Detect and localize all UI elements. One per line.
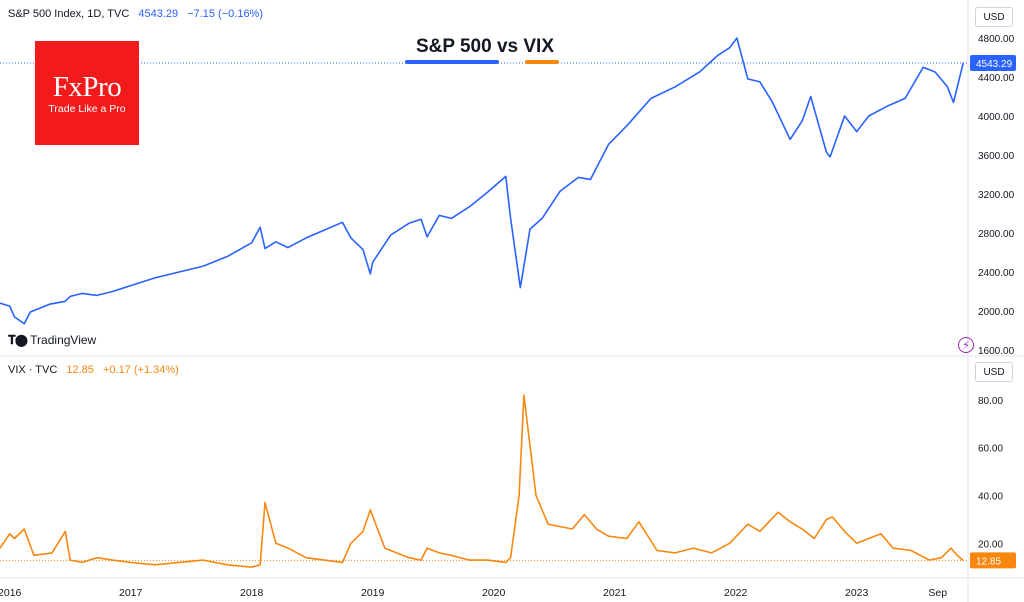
spx-last-value-badge: [970, 55, 1016, 72]
vix-last-value-badge: [970, 552, 1016, 569]
vix-legend: VIX · TVC 12.85 +0.17 (+1.34%): [8, 364, 179, 376]
spx-legend-value: 4543.29: [138, 8, 179, 20]
xaxis-tick-label: 2016: [0, 587, 22, 599]
spx-series-line: [0, 37, 964, 325]
tradingview-logo-icon: 𝐓⬤: [8, 333, 28, 347]
spx-ytick-label: 1600.00: [978, 346, 1015, 357]
spx-legend-symbol: S&P 500 Index, 1D, TVC: [8, 8, 130, 20]
spx-ytick-label: 4800.00: [978, 34, 1015, 45]
xaxis-tick-label: 2023: [845, 587, 869, 599]
spx-ytick-label: 2400.00: [978, 268, 1015, 279]
spx-ytick-label: 3600.00: [978, 151, 1015, 162]
xaxis-tick-label: 2018: [240, 587, 264, 599]
spx-currency-button[interactable]: USD: [975, 7, 1013, 27]
vix-legend-symbol: VIX · TVC: [8, 364, 58, 376]
vix-last-value-label: 12.85: [976, 556, 1001, 567]
xaxis-tick-label: 2021: [603, 587, 627, 599]
chart-title: S&P 500 vs VIX: [415, 36, 555, 57]
spx-last-value-label: 4543.29: [976, 59, 1013, 70]
vix-legend-value: 12.85: [66, 364, 94, 376]
spx-legend-change: −7.15 (−0.16%): [187, 8, 264, 20]
logo-tagline: Trade Like a Pro: [48, 103, 126, 115]
logo-brand: FxPro: [52, 71, 122, 103]
vix-series-line: [0, 394, 964, 569]
tradingview-watermark: 𝐓⬤ TradingView: [8, 333, 96, 348]
vix-ytick-label: 20.00: [978, 539, 1003, 550]
vix-ytick-label: 80.00: [978, 396, 1003, 407]
spx-ytick-label: 4000.00: [978, 112, 1015, 123]
fxpro-logo: FxPro Trade Like a Pro: [35, 41, 139, 145]
vix-ytick-label: 60.00: [978, 444, 1003, 455]
spx-ytick-label: 4400.00: [978, 73, 1015, 84]
xaxis-tick-label: 2020: [482, 587, 506, 599]
spx-legend: S&P 500 Index, 1D, TVC 4543.29 −7.15 (−0…: [8, 8, 263, 20]
xaxis-tick-label: Sep: [928, 587, 947, 599]
vix-ytick-label: 40.00: [978, 492, 1003, 503]
vix-currency-button[interactable]: USD: [975, 362, 1013, 382]
spx-ytick-label: 2000.00: [978, 307, 1015, 318]
xaxis-tick-label: 2019: [361, 587, 385, 599]
xaxis-tick-label: 2022: [724, 587, 748, 599]
vix-legend-change: +0.17 (+1.34%): [102, 364, 179, 376]
spx-ytick-label: 2800.00: [978, 229, 1015, 240]
lightning-icon[interactable]: ⚡: [958, 337, 974, 353]
spx-ytick-label: 3200.00: [978, 190, 1015, 201]
xaxis-tick-label: 2017: [119, 587, 143, 599]
tradingview-label: TradingView: [30, 333, 97, 347]
